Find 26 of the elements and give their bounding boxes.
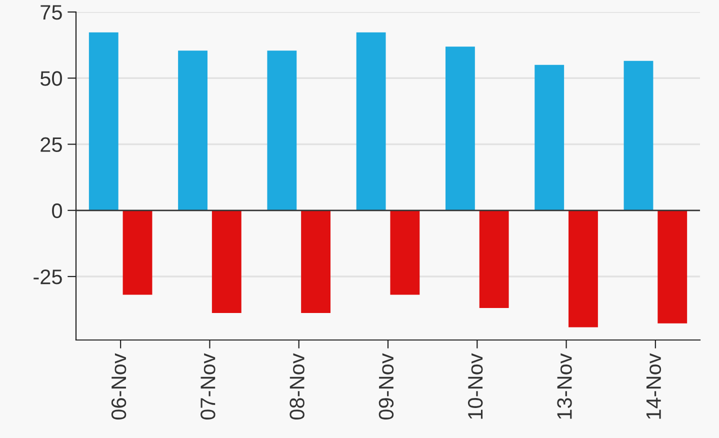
bar: [212, 210, 242, 314]
bar: [267, 50, 297, 210]
x-tick-label: 13-Nov: [557, 353, 572, 419]
x-tick-label: 07-Nov: [200, 353, 216, 420]
bar: [301, 210, 331, 314]
x-tick-label: 06-Nov: [111, 353, 126, 420]
x-tick-label: 10-Nov: [468, 353, 483, 419]
y-tick-label: 0: [52, 203, 62, 218]
bar: [658, 210, 688, 324]
bar: [534, 64, 564, 210]
y-tick-label: 25: [40, 137, 62, 152]
y-tick-label: 50: [40, 71, 62, 86]
bar: [624, 60, 654, 210]
bar: [568, 210, 598, 328]
bar: [356, 32, 386, 210]
bar: [178, 50, 208, 210]
bar: [122, 210, 152, 295]
bar: [479, 210, 509, 308]
bar: [390, 210, 420, 295]
x-tick-label: 08-Nov: [290, 353, 304, 420]
y-tick-label: 75: [40, 5, 62, 20]
x-tick-label: 09-Nov: [378, 353, 394, 420]
x-tick-label: 14-Nov: [646, 353, 662, 419]
bar: [88, 32, 118, 210]
y-tick-label: -25: [34, 270, 62, 284]
bar: [445, 46, 475, 210]
